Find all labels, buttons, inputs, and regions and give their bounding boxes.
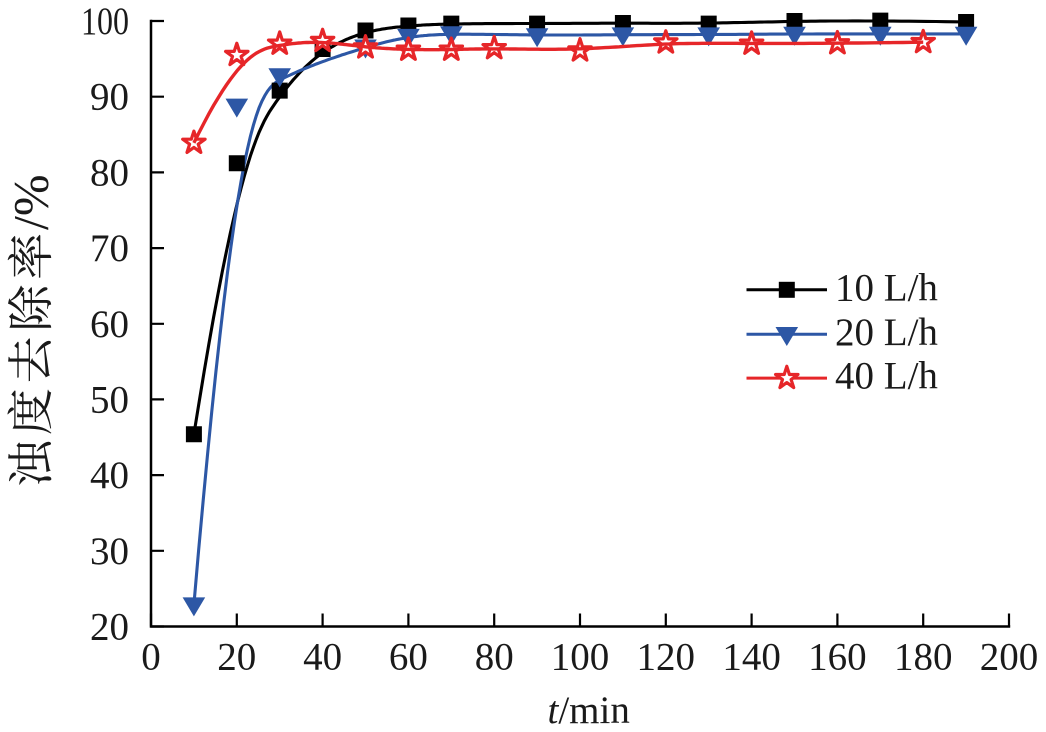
svg-text:60: 60 <box>389 636 428 679</box>
svg-text:80: 80 <box>475 636 514 679</box>
svg-text:40: 40 <box>303 636 342 679</box>
svg-text:200: 200 <box>980 636 1039 679</box>
svg-text:100: 100 <box>551 636 610 679</box>
svg-text:100: 100 <box>81 0 129 43</box>
svg-text:20 L/h: 20 L/h <box>835 311 938 354</box>
svg-text:60: 60 <box>90 303 129 346</box>
svg-text:120: 120 <box>637 636 696 679</box>
svg-text:70: 70 <box>90 227 129 270</box>
svg-text:90: 90 <box>90 76 129 119</box>
svg-text:/%: /% <box>3 174 59 230</box>
svg-text:20: 20 <box>90 606 129 649</box>
svg-text:30: 30 <box>90 530 129 573</box>
svg-text:160: 160 <box>808 636 867 679</box>
svg-text:80: 80 <box>90 151 129 194</box>
svg-text:180: 180 <box>894 636 953 679</box>
svg-text:50: 50 <box>90 378 129 421</box>
svg-text:40 L/h: 40 L/h <box>835 355 938 398</box>
svg-text:140: 140 <box>722 636 781 679</box>
svg-text:20: 20 <box>217 636 256 679</box>
svg-text:40: 40 <box>90 454 129 497</box>
svg-text:0: 0 <box>141 636 161 679</box>
svg-text:t/min: t/min <box>548 689 630 732</box>
svg-text:10 L/h: 10 L/h <box>835 266 938 309</box>
